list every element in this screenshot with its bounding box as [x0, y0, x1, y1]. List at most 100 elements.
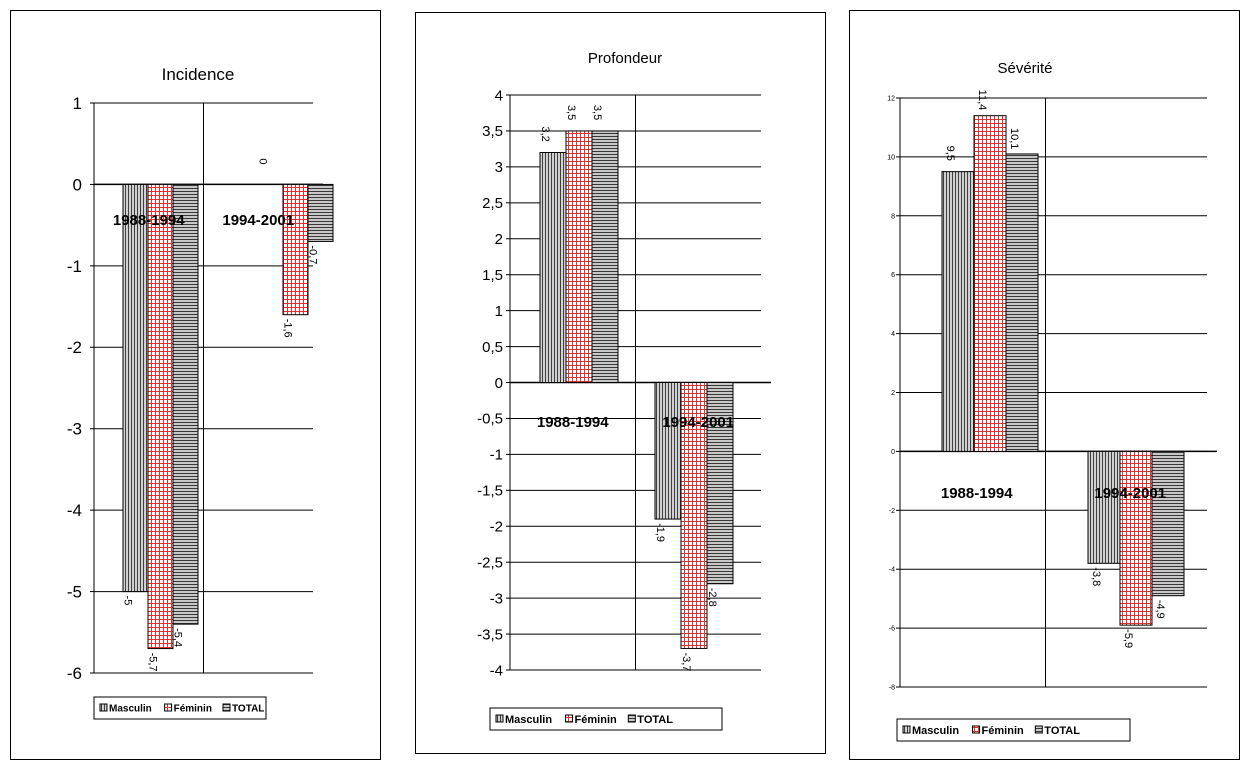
- y-tick-label: -4: [490, 662, 503, 679]
- y-tick-label: -0,5: [477, 411, 503, 428]
- bar-total-0: [172, 183, 199, 625]
- data-label: -5,4: [172, 628, 184, 647]
- y-tick-label: 4: [495, 87, 503, 104]
- legend-swatch: [972, 725, 981, 734]
- data-label: -3,8: [1090, 567, 1102, 586]
- chart-panel-incidence: Incidence 1 0 -1 -2 -3 -4 -5 -6 -5 -5,7 -5,4 1988-19…: [10, 10, 381, 760]
- y-tick-label: 2: [891, 390, 895, 397]
- y-tick-label: -1,5: [477, 483, 503, 500]
- data-label: -5,9: [1122, 629, 1134, 648]
- data-label: -5,7: [147, 653, 159, 672]
- data-label: 3,2: [539, 127, 551, 142]
- y-tick-label: 0: [495, 375, 503, 392]
- y-tick-label: 3,5: [482, 123, 503, 140]
- y-tick-label: 6: [891, 272, 895, 279]
- y-tick-label: -4: [67, 501, 82, 520]
- legend-label: TOTAL: [232, 704, 264, 715]
- y-tick-label: -2: [67, 338, 82, 357]
- legend-label: Masculin: [505, 714, 552, 726]
- chart-svg: Sévérité 12 10 8 6 4 2 0 -2 -4 -6 -8 9,5 11,4 10,1 1988…: [887, 60, 1217, 742]
- bar-fminin-0: [565, 130, 593, 383]
- y-tick-label: -2: [490, 519, 503, 536]
- legend-label: Masculin: [912, 725, 959, 737]
- data-label: 3,5: [591, 105, 603, 120]
- data-label: 10,1: [1008, 128, 1020, 149]
- y-tick-label: -1: [490, 447, 503, 464]
- data-label: -2,8: [706, 588, 718, 607]
- chart-title: Profondeur: [588, 50, 662, 67]
- legend-swatch: [495, 714, 504, 723]
- legend-swatch: [627, 714, 636, 723]
- bar-fminin-1: [282, 183, 309, 316]
- y-tick-label: -2: [889, 508, 895, 515]
- data-label: 0: [257, 158, 269, 164]
- chart-panel-profondeur: Profondeur 4 3,5 3 2,5 2 1,5 1 0,5 0 -0,5 -1 -1,5 -2 -…: [415, 12, 826, 754]
- x-category-label: 1994-2001: [662, 414, 734, 431]
- bar-masculin-1: [654, 382, 682, 520]
- y-tick-label: -1: [67, 257, 82, 276]
- bar-total-1: [1151, 450, 1185, 597]
- legend: Masculin Féminin TOTAL: [93, 696, 267, 720]
- bar-masculin-0: [539, 152, 567, 383]
- y-tick-label: 2: [495, 231, 503, 248]
- bar-fminin-1: [1119, 450, 1153, 626]
- bar-total-1: [307, 183, 334, 242]
- legend-label: Masculin: [109, 704, 152, 715]
- legend-label: Féminin: [575, 714, 617, 726]
- legend-label: Féminin: [982, 725, 1024, 737]
- legend-label: Féminin: [174, 704, 212, 715]
- bar-masculin-0: [122, 183, 149, 593]
- data-label: -0,7: [307, 245, 319, 264]
- legend-label: TOTAL: [1044, 725, 1080, 737]
- bar-total-0: [591, 130, 619, 383]
- y-tick-label: -3: [67, 420, 82, 439]
- data-label: 11,4: [976, 90, 988, 111]
- bar-masculin-1: [1087, 450, 1121, 564]
- data-label: -1,9: [654, 523, 666, 542]
- data-label: 9,5: [944, 146, 956, 161]
- x-category-label: 1988-1994: [113, 212, 185, 229]
- legend-swatch: [164, 703, 173, 712]
- chart-svg: Profondeur 4 3,5 3 2,5 2 1,5 1 0,5 0 -0,5 -1 -1,5 -2 -…: [477, 50, 771, 731]
- y-tick-label: 2,5: [482, 195, 503, 212]
- legend-label: TOTAL: [637, 714, 673, 726]
- data-label: -4,9: [1154, 600, 1166, 619]
- bar-fminin-0: [147, 183, 174, 650]
- legend-swatch: [1034, 725, 1043, 734]
- y-tick-label: 0,5: [482, 339, 503, 356]
- y-tick-label: 0: [73, 175, 82, 194]
- y-tick-label: -6: [67, 664, 82, 683]
- chart-title: Incidence: [162, 65, 235, 84]
- y-tick-label: 1: [73, 94, 82, 113]
- legend: Masculin Féminin TOTAL: [896, 718, 1131, 742]
- y-tick-label: -5: [67, 583, 82, 602]
- bar-fminin-0: [973, 115, 1007, 452]
- x-category-label: 1994-2001: [1094, 485, 1166, 502]
- legend-swatch: [222, 703, 231, 712]
- data-label: -5: [122, 596, 134, 606]
- chart-svg: Incidence 1 0 -1 -2 -3 -4 -5 -6 -5 -5,7 -5,4 1988-19…: [67, 65, 334, 720]
- chart-title: Sévérité: [997, 60, 1052, 77]
- y-tick-label: 1,5: [482, 267, 503, 284]
- y-tick-label: -4: [889, 567, 895, 574]
- y-tick-label: -8: [889, 684, 895, 691]
- legend-swatch: [99, 703, 108, 712]
- legend-swatch: [902, 725, 911, 734]
- y-tick-label: -3,5: [477, 626, 503, 643]
- y-tick-label: -2,5: [477, 554, 503, 571]
- data-label: -1,6: [282, 319, 294, 338]
- data-label: 3,5: [565, 105, 577, 120]
- y-tick-label: 0: [891, 449, 895, 456]
- bar-total-1: [706, 382, 734, 585]
- x-category-label: 1988-1994: [941, 485, 1013, 502]
- legend: Masculin Féminin TOTAL: [489, 707, 723, 731]
- bar-masculin-0: [941, 171, 975, 452]
- data-label: -3,7: [680, 652, 692, 671]
- y-tick-label: 10: [887, 154, 895, 161]
- x-category-label: 1988-1994: [537, 414, 609, 431]
- y-tick-label: 1: [495, 303, 503, 320]
- chart-panel-severite: Sévérité 12 10 8 6 4 2 0 -2 -4 -6 -8 9,5 11,4 10,1 1988…: [849, 10, 1240, 760]
- y-tick-label: -6: [889, 626, 895, 633]
- y-tick-label: 12: [887, 95, 895, 102]
- y-tick-label: -3: [490, 590, 503, 607]
